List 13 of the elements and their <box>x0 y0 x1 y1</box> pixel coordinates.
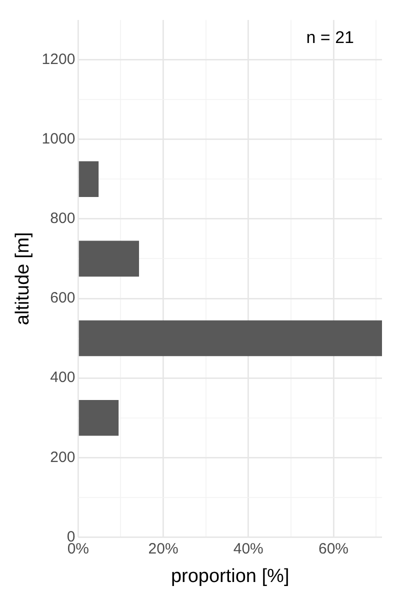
x-tick-label: 40% <box>233 540 264 558</box>
y-tick-label: 1200 <box>42 50 76 68</box>
y-axis-title: altitude [m] <box>12 232 34 326</box>
y-tick-label: 600 <box>50 290 76 307</box>
x-tick-label: 20% <box>148 540 178 558</box>
y-tick-label: 1000 <box>42 130 76 148</box>
x-axis-title: proportion [%] <box>170 566 290 587</box>
y-tick-label: 800 <box>50 210 76 228</box>
annotation: n = 21 <box>306 28 354 48</box>
y-tick-label: 400 <box>50 369 76 386</box>
x-tick-label: 0% <box>67 540 90 558</box>
x-tick-label: 60% <box>318 540 349 558</box>
y-tick-label: 200 <box>50 448 76 466</box>
